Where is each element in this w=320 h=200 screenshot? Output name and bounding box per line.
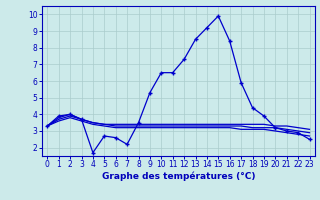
X-axis label: Graphe des températures (°C): Graphe des températures (°C)	[102, 172, 255, 181]
